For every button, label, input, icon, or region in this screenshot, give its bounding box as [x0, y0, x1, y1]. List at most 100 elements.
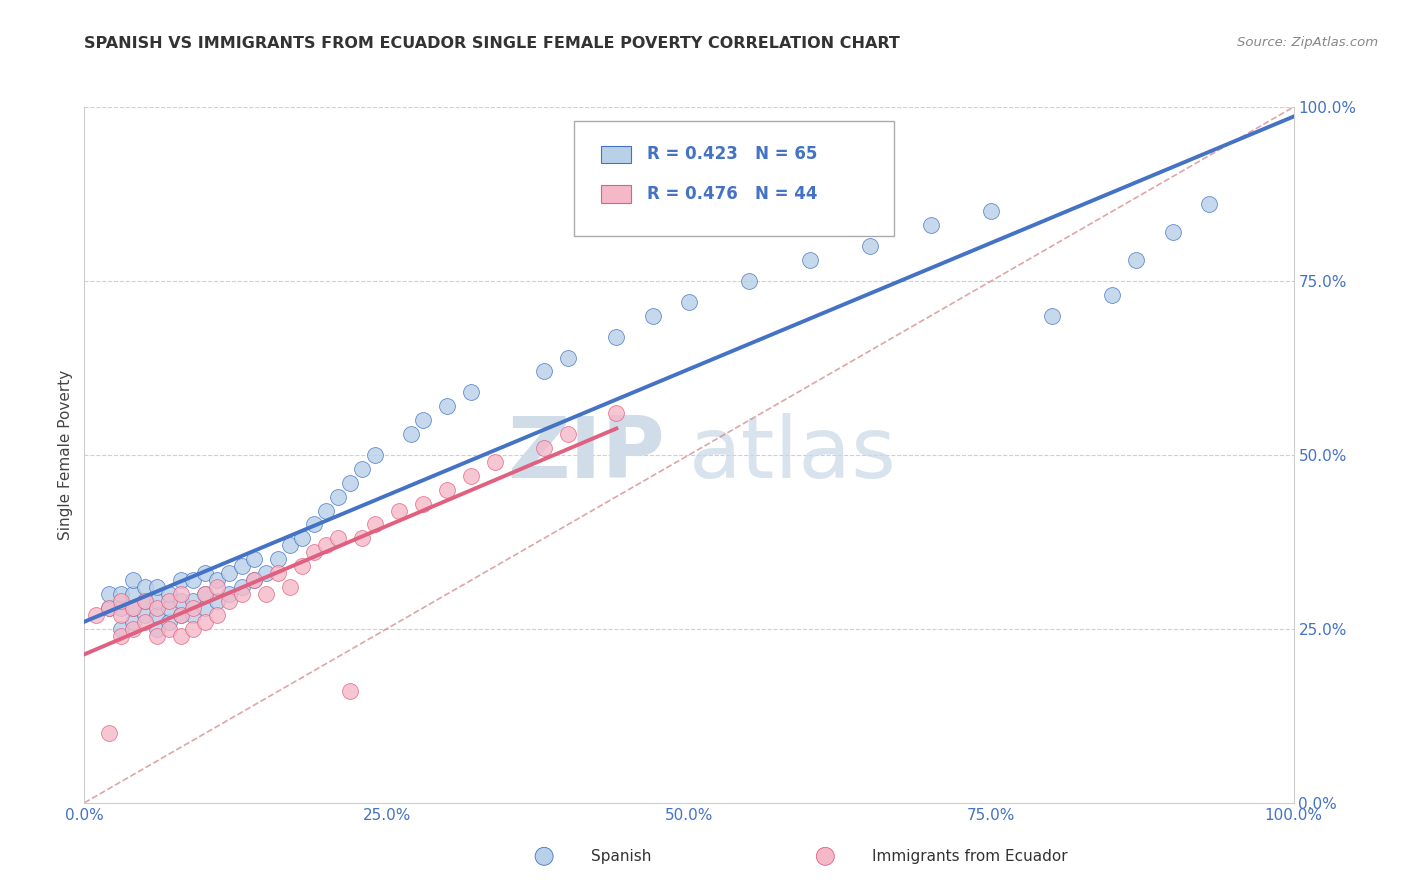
Point	[1161, 225, 1184, 239]
Point	[339, 475, 361, 490]
Point	[121, 601, 143, 615]
Point	[170, 607, 193, 622]
Point	[328, 532, 350, 546]
Point	[97, 601, 120, 615]
Point	[352, 462, 374, 476]
Point	[399, 427, 422, 442]
Point	[859, 239, 882, 253]
Point	[242, 573, 264, 587]
Y-axis label: Single Female Poverty: Single Female Poverty	[58, 370, 73, 540]
Point	[110, 622, 132, 636]
Point	[121, 615, 143, 629]
Point	[170, 629, 193, 643]
Text: SPANISH VS IMMIGRANTS FROM ECUADOR SINGLE FEMALE POVERTY CORRELATION CHART: SPANISH VS IMMIGRANTS FROM ECUADOR SINGL…	[84, 36, 900, 51]
Point	[641, 309, 664, 323]
Point	[1040, 309, 1063, 323]
Point	[278, 538, 301, 552]
Point	[291, 559, 314, 574]
Bar	[600, 186, 631, 202]
Point	[460, 468, 482, 483]
Point	[181, 601, 204, 615]
Point	[110, 629, 132, 643]
FancyBboxPatch shape	[574, 121, 894, 235]
Point	[157, 615, 180, 629]
Text: Immigrants from Ecuador: Immigrants from Ecuador	[872, 849, 1067, 863]
Point	[146, 622, 169, 636]
Point	[110, 607, 132, 622]
Point	[231, 587, 253, 601]
Point	[134, 580, 156, 594]
Point	[738, 274, 761, 288]
Point	[363, 448, 385, 462]
Text: R = 0.423   N = 65: R = 0.423 N = 65	[647, 145, 817, 163]
Point	[146, 629, 169, 643]
Point	[157, 587, 180, 601]
Point	[267, 552, 290, 566]
Point	[799, 253, 821, 268]
Point	[412, 413, 434, 427]
Point	[1101, 288, 1123, 302]
Point	[110, 587, 132, 601]
Point	[146, 594, 169, 608]
Circle shape	[817, 847, 834, 865]
Point	[157, 594, 180, 608]
Point	[412, 497, 434, 511]
Text: Spanish: Spanish	[591, 849, 651, 863]
Point	[339, 684, 361, 698]
Point	[218, 587, 240, 601]
Point	[302, 517, 325, 532]
Point	[302, 545, 325, 559]
Point	[207, 573, 229, 587]
Point	[267, 566, 290, 581]
Point	[194, 587, 217, 601]
Point	[1125, 253, 1147, 268]
Point	[134, 607, 156, 622]
Point	[388, 503, 411, 517]
Point	[157, 601, 180, 615]
Point	[194, 615, 217, 629]
Point	[97, 601, 120, 615]
Point	[181, 622, 204, 636]
Point	[121, 573, 143, 587]
Point	[436, 399, 458, 413]
Point	[678, 294, 700, 309]
Point	[352, 532, 374, 546]
Point	[291, 532, 314, 546]
Point	[157, 622, 180, 636]
Text: atlas: atlas	[689, 413, 897, 497]
Point	[315, 503, 337, 517]
Point	[181, 594, 204, 608]
Point	[328, 490, 350, 504]
Text: R = 0.476   N = 44: R = 0.476 N = 44	[647, 185, 817, 203]
Point	[170, 607, 193, 622]
Point	[146, 580, 169, 594]
Point	[110, 601, 132, 615]
Text: Source: ZipAtlas.com: Source: ZipAtlas.com	[1237, 36, 1378, 49]
Point	[181, 573, 204, 587]
Point	[207, 594, 229, 608]
Point	[231, 580, 253, 594]
Point	[146, 607, 169, 622]
Point	[134, 615, 156, 629]
Point	[194, 587, 217, 601]
Point	[181, 607, 204, 622]
Point	[484, 455, 506, 469]
Point	[363, 517, 385, 532]
Point	[121, 587, 143, 601]
Point	[194, 601, 217, 615]
Point	[194, 566, 217, 581]
Point	[170, 594, 193, 608]
Point	[218, 566, 240, 581]
Point	[170, 587, 193, 601]
Point	[97, 726, 120, 740]
Point	[121, 601, 143, 615]
Point	[207, 607, 229, 622]
Point	[242, 552, 264, 566]
Point	[920, 219, 942, 233]
Point	[242, 573, 264, 587]
Bar	[600, 145, 631, 163]
Point	[605, 406, 627, 420]
Point	[134, 594, 156, 608]
Point	[557, 427, 579, 442]
Point	[110, 594, 132, 608]
